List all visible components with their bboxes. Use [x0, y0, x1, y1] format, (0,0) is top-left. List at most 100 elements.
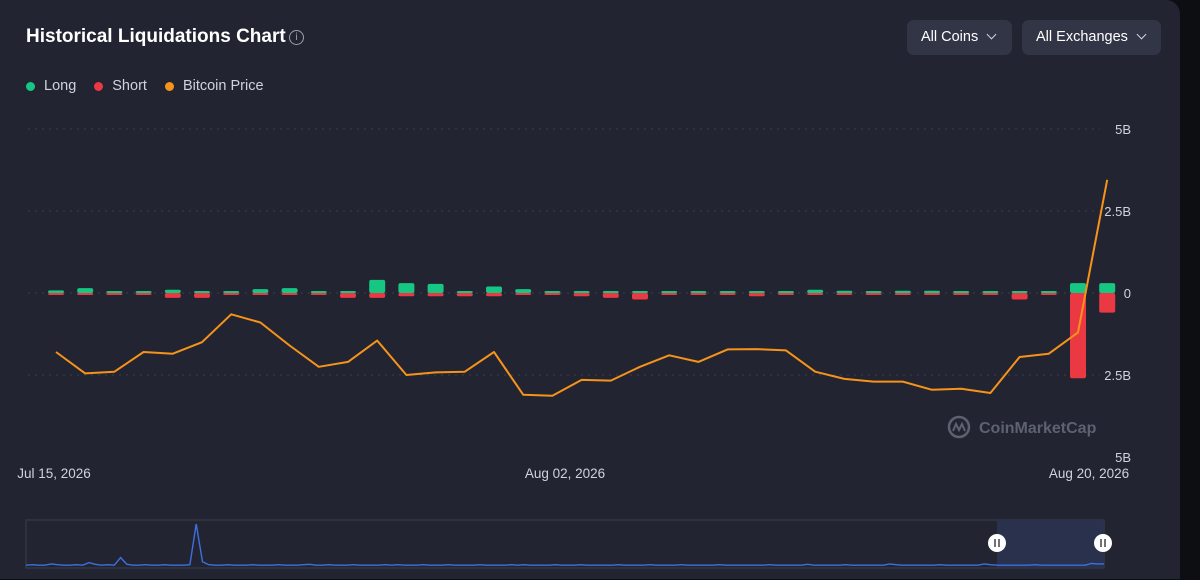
coinmarketcap-logo-icon — [947, 415, 971, 439]
long-bar — [340, 291, 356, 293]
y-tick-label: 0 — [1124, 286, 1131, 301]
coin-filter-dropdown[interactable]: All Coins — [907, 20, 1012, 55]
navigator-frame — [25, 519, 1105, 569]
navigator-handle[interactable] — [1094, 534, 1112, 552]
short-bar — [310, 293, 327, 295]
legend-label-short: Short — [112, 78, 147, 94]
long-bar — [427, 283, 444, 293]
exchange-filter-label: All Exchanges — [1036, 29, 1128, 45]
short-bar — [602, 293, 619, 298]
x-tick-label: Aug 02, 2026 — [525, 466, 605, 481]
y-tick-label: 5B — [1115, 450, 1131, 465]
short-bar — [106, 293, 123, 295]
short-bar — [398, 293, 415, 297]
short-bar — [778, 293, 794, 295]
short-bar — [953, 293, 970, 295]
short-bar — [748, 293, 765, 297]
short-bar — [515, 293, 532, 295]
bitcoin-price-line — [55, 179, 1109, 397]
short-bar — [340, 293, 356, 298]
short-bar — [865, 293, 882, 295]
legend-item-short[interactable]: Short — [94, 78, 147, 94]
short-bar — [252, 293, 269, 295]
liquidations-chart: CoinMarketCap 5B 2.5B 0 2.5B 5B Jul 15, 2026… — [17, 122, 1131, 569]
long-bar — [602, 291, 619, 293]
y-tick-label: 2.5B — [1104, 204, 1131, 219]
long-bar — [1011, 291, 1028, 293]
coinmarketcap-watermark: CoinMarketCap — [947, 415, 1097, 439]
short-bar — [194, 293, 210, 298]
long-bar — [894, 290, 911, 293]
long-bar — [486, 286, 502, 293]
long-bar — [690, 291, 707, 293]
long-bar — [1070, 283, 1086, 293]
long-bar — [836, 290, 853, 293]
navigator-line — [25, 523, 1104, 566]
watermark-text: CoinMarketCap — [979, 420, 1097, 437]
short-bar — [632, 293, 648, 300]
short-bar — [164, 293, 181, 298]
coin-filter-label: All Coins — [921, 29, 979, 45]
long-bar — [748, 291, 765, 293]
long-bar — [252, 289, 269, 293]
long-bar — [515, 289, 532, 293]
page-edge — [1180, 0, 1200, 579]
long-bar — [865, 291, 882, 293]
long-bar — [135, 291, 152, 293]
long-bar — [778, 291, 794, 293]
info-icon[interactable]: i — [289, 30, 304, 45]
y-tick-label: 5B — [1115, 122, 1131, 137]
long-bar — [807, 289, 824, 293]
legend-dot-bitcoin-price — [164, 81, 174, 91]
range-navigator[interactable] — [25, 519, 1112, 569]
long-bar — [632, 291, 648, 293]
short-bar — [661, 293, 678, 295]
long-bar — [924, 290, 940, 293]
short-bar — [982, 293, 999, 295]
short-bar — [456, 293, 473, 297]
short-bar — [1011, 293, 1028, 300]
y-tick-label: 2.5B — [1104, 368, 1131, 383]
short-bar — [573, 293, 590, 297]
short-bar — [719, 293, 736, 295]
exchange-filter-dropdown[interactable]: All Exchanges — [1022, 20, 1161, 55]
drag-handle-icon — [1094, 534, 1112, 552]
long-bar — [77, 288, 94, 293]
long-bar — [48, 290, 64, 293]
short-bar — [486, 293, 502, 297]
short-bar — [223, 293, 240, 295]
chart-legend: Long Short Bitcoin Price — [26, 78, 264, 94]
legend-dot-long — [26, 81, 35, 91]
legend-dot-short — [94, 81, 104, 91]
legend-label-bitcoin-price: Bitcoin Price — [182, 78, 264, 94]
short-bar — [894, 293, 911, 295]
short-bar — [135, 293, 152, 295]
navigator-selection — [997, 520, 1104, 568]
long-bar — [1099, 283, 1116, 293]
long-bar — [164, 289, 181, 293]
long-bar — [398, 283, 415, 293]
short-bar — [77, 293, 94, 295]
legend-label-long: Long — [44, 78, 77, 94]
short-bar — [427, 293, 444, 297]
long-bar — [982, 291, 999, 293]
short-bar — [48, 293, 64, 295]
short-bar — [924, 293, 940, 295]
chevron-down-icon — [986, 29, 997, 40]
chevron-down-icon — [1136, 29, 1147, 40]
x-tick-label: Jul 15, 2026 — [17, 466, 91, 481]
short-bar — [544, 293, 561, 295]
legend-item-bitcoin-price[interactable]: Bitcoin Price — [164, 78, 264, 94]
long-bar — [661, 291, 678, 293]
legend-item-long[interactable]: Long — [26, 78, 76, 94]
short-bar — [836, 293, 853, 295]
short-bar — [1099, 293, 1116, 313]
short-bar — [281, 293, 298, 295]
long-bar — [544, 291, 561, 293]
long-bar — [281, 288, 298, 293]
navigator-handle[interactable] — [988, 534, 1006, 552]
coinmarketcap-logo-mark — [952, 421, 966, 433]
short-bar — [369, 293, 386, 298]
short-bar — [807, 293, 824, 295]
